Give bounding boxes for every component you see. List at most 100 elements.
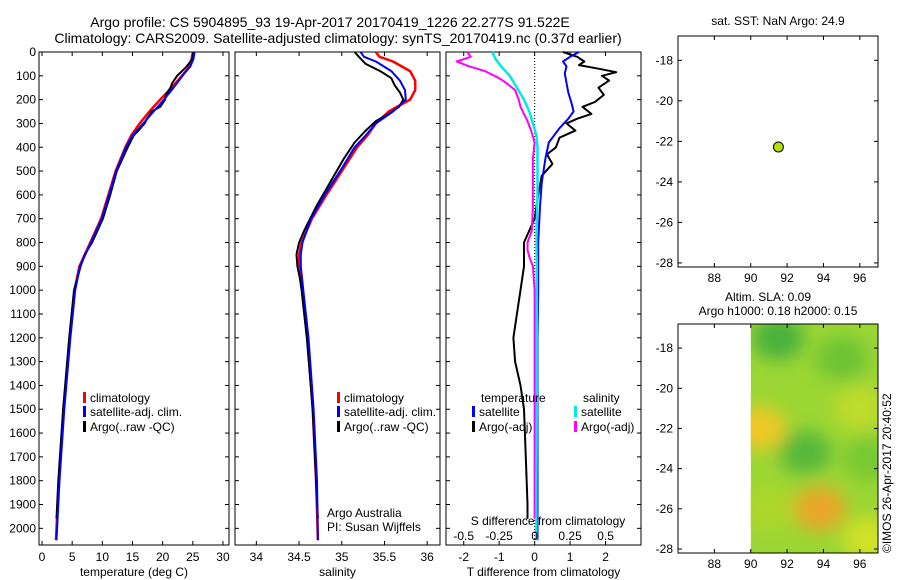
legend-satellite-label: satellite-adj. clim. [90, 405, 182, 419]
x-axis-label: temperature (deg C) [80, 565, 188, 579]
lat-tick-label: -20 [656, 381, 674, 395]
legend-climatology-swatch [337, 392, 340, 403]
x-tick-label: 2 [602, 550, 609, 564]
x-tick-label: 20 [156, 550, 170, 564]
credit-text: ©IMOS 26-Apr-2017 20:40:52 [880, 393, 894, 553]
s-tick-label: 0.25 [558, 529, 582, 543]
legend-s-satellite-label: satellite [581, 405, 622, 419]
lon-tick-label: 96 [853, 557, 867, 571]
alt-title-line2: Argo h1000: 0.18 h2000: 0.15 [699, 304, 858, 318]
lon-tick-label: 90 [744, 557, 758, 571]
x-tick-label: -2 [458, 550, 469, 564]
argo-position-marker [772, 141, 784, 153]
s-tick-label: -0.5 [453, 529, 474, 543]
annotation-line2: PI: Susan Wijffels [327, 520, 421, 534]
depth-tick-label: 1000 [9, 283, 36, 297]
map-title: sat. SST: NaN Argo: 24.9 [711, 14, 845, 28]
x-axis-label: T difference from climatology [467, 565, 621, 579]
series-s-satellite [490, 51, 539, 541]
series-satellite [299, 51, 407, 541]
depth-tick-label: 2000 [9, 521, 36, 535]
depth-tick-label: 400 [16, 140, 36, 154]
series-satellite [55, 51, 196, 541]
series-s-argo [455, 51, 536, 519]
depth-tick-label: 200 [16, 93, 36, 107]
depth-tick-label: 0 [29, 45, 36, 59]
x-tick-label: 10 [96, 550, 110, 564]
legend-t-argo-swatch [472, 421, 475, 432]
s-axis-label: S difference from climatology [471, 514, 626, 528]
x-tick-label: 30 [216, 550, 230, 564]
legend-climatology-label: climatology [344, 391, 404, 405]
legend-t-satellite-swatch [472, 406, 475, 417]
header-line1: Argo profile: CS 5904895_93 19-Apr-2017 … [90, 14, 570, 30]
lon-tick-label: 94 [817, 557, 831, 571]
legend-t-satellite-label: satellite [479, 405, 520, 419]
depth-tick-label: 600 [16, 188, 36, 202]
lon-tick-label: 88 [708, 271, 722, 285]
legend-argo-label: Argo(..raw -QC) [90, 420, 175, 434]
lat-tick-label: -28 [656, 542, 674, 556]
alt-title-line1: Altim. SLA: 0.09 [725, 290, 811, 304]
legend-s-argo-label: Argo(-adj) [581, 420, 634, 434]
depth-tick-label: 1400 [9, 378, 36, 392]
lat-tick-label: -22 [656, 421, 674, 435]
lat-tick-label: -20 [656, 94, 674, 108]
s-tick-label: -0.25 [486, 529, 514, 543]
legend-satellite-label: satellite-adj. clim. [344, 405, 436, 419]
lon-tick-label: 94 [817, 271, 831, 285]
lon-tick-label: 90 [744, 271, 758, 285]
lat-tick-label: -18 [656, 341, 674, 355]
legend-satellite-swatch [83, 406, 86, 417]
x-tick-label: 25 [186, 550, 200, 564]
x-axis-label: salinity [319, 565, 356, 579]
sla-cell [750, 486, 795, 531]
x-tick-label: 0 [39, 550, 46, 564]
legend-header-temperature: temperature [481, 391, 546, 405]
sla-cell [842, 516, 879, 553]
lat-tick-label: -24 [656, 175, 674, 189]
header-line2: Climatology: CARS2009. Satellite-adjuste… [54, 30, 621, 46]
lat-tick-label: -28 [656, 256, 674, 270]
depth-tick-label: 1200 [9, 331, 36, 345]
depth-tick-label: 1100 [10, 307, 36, 321]
x-tick-label: 1 [567, 550, 574, 564]
depth-tick-label: 100 [16, 69, 36, 83]
x-tick-label: 34.5 [287, 550, 311, 564]
position-map-panel: 88 90 92 94 96 -18 -20 -22 -24 -26 -28 sat. SST: Na… [656, 14, 879, 285]
plot-frame [38, 51, 230, 546]
depth-tick-label: 1700 [9, 450, 36, 464]
lon-tick-label: 92 [780, 557, 794, 571]
series-argo [295, 51, 405, 519]
x-tick-label: 15 [126, 550, 140, 564]
x-tick-label: -1 [494, 550, 505, 564]
credit-stamp: ©IMOS 26-Apr-2017 20:40:52 [880, 393, 894, 553]
plot-frame [445, 51, 642, 546]
sla-heatmap [750, 324, 879, 553]
lon-tick-label: 96 [853, 271, 867, 285]
lon-tick-label: 88 [708, 557, 722, 571]
legend-climatology-label: climatology [90, 391, 150, 405]
depth-tick-label: 1300 [9, 355, 36, 369]
difference-panel: -2 -1 0 1 2T difference from climatology -0.5… [445, 51, 642, 579]
salinity-panel: 34 34.5 35 35.5 36 salinity climatologysatelli… [234, 51, 441, 579]
lat-tick-label: -18 [656, 53, 674, 67]
temperature-panel: 0100200300400500600700800900100011001200… [9, 45, 230, 579]
s-tick-label: 0 [531, 529, 538, 543]
lat-tick-label: -24 [656, 462, 674, 476]
sla-cell [833, 386, 879, 431]
legend-climatology-swatch [83, 392, 86, 403]
x-tick-label: 0 [531, 550, 538, 564]
depth-tick-label: 1800 [9, 474, 36, 488]
legend-s-satellite-swatch [574, 406, 577, 417]
sla-cell [752, 324, 804, 361]
sla-cell [750, 406, 786, 451]
legend-satellite-swatch [337, 406, 340, 417]
s-tick-label: 0.5 [597, 529, 614, 543]
sla-cell [779, 430, 832, 475]
annotation-line1: Argo Australia [327, 506, 402, 520]
heatmap-blobs [750, 324, 879, 553]
lon-tick-label: 92 [780, 271, 794, 285]
